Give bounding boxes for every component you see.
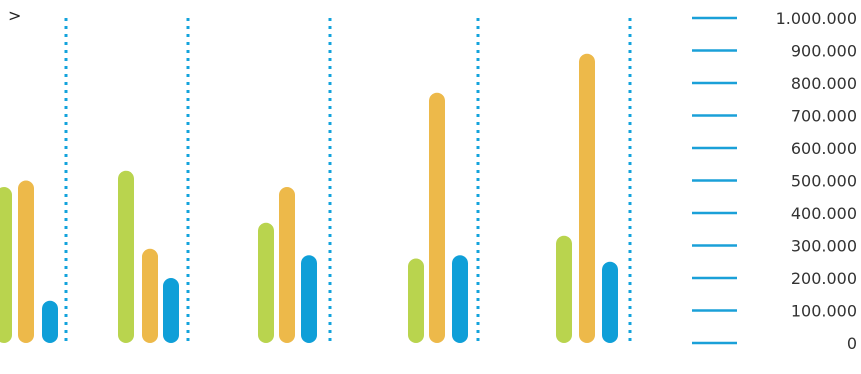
bar-group4-series0 bbox=[556, 235, 572, 343]
bar-group1-series0 bbox=[118, 170, 134, 343]
y-tick-label-2: 200.000 bbox=[791, 269, 857, 288]
next-arrow-button[interactable]: > bbox=[8, 6, 22, 25]
y-tick-label-4: 400.000 bbox=[791, 204, 857, 223]
y-tick-label-5: 500.000 bbox=[791, 172, 857, 191]
bar-group2-series2 bbox=[301, 255, 317, 343]
y-tick-label-7: 700.000 bbox=[791, 107, 857, 126]
bar-group2-series1 bbox=[279, 187, 295, 343]
y-tick-label-6: 600.000 bbox=[791, 139, 857, 158]
bar-group4-series1 bbox=[579, 53, 595, 343]
bar-group2-series0 bbox=[258, 222, 274, 343]
y-tick-label-9: 900.000 bbox=[791, 42, 857, 61]
bar-group1-series1 bbox=[142, 248, 158, 343]
bar-group3-series0 bbox=[408, 258, 424, 343]
y-tick-label-3: 300.000 bbox=[791, 237, 857, 256]
bar-group3-series1 bbox=[429, 92, 445, 343]
y-tick-label-0: 0 bbox=[847, 334, 857, 353]
y-tick-label-10: 1.000.000 bbox=[776, 9, 857, 28]
bar-group0-series1 bbox=[18, 180, 34, 343]
y-tick-label-8: 800.000 bbox=[791, 74, 857, 93]
bar-group0-series2 bbox=[42, 300, 58, 343]
bar-group4-series2 bbox=[602, 261, 618, 343]
bar-group0-series0 bbox=[0, 187, 12, 343]
bar-group1-series2 bbox=[163, 278, 179, 343]
y-tick-label-1: 100.000 bbox=[791, 302, 857, 321]
bar-group3-series2 bbox=[452, 255, 468, 343]
